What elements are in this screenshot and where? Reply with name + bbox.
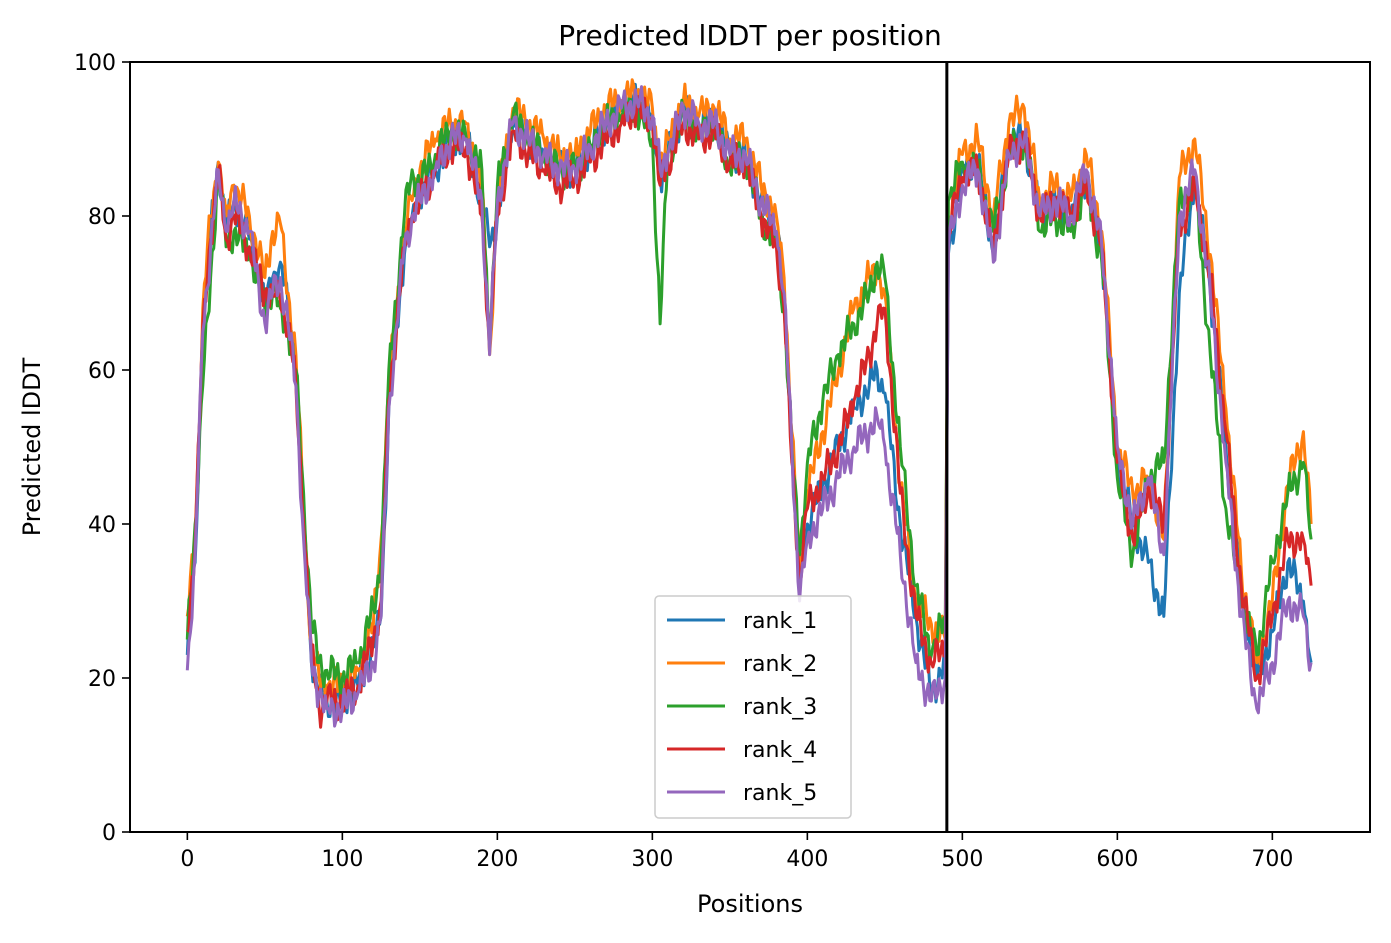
y-tick-label: 60 bbox=[88, 359, 116, 384]
y-tick-label: 0 bbox=[102, 821, 116, 846]
y-tick-label: 100 bbox=[74, 51, 116, 76]
y-axis-label: Predicted lDDT bbox=[18, 357, 46, 536]
y-tick-label: 20 bbox=[88, 667, 116, 692]
x-tick-label: 700 bbox=[1251, 847, 1293, 872]
x-axis-label: Positions bbox=[697, 890, 803, 918]
legend-label: rank_2 bbox=[743, 652, 817, 677]
x-tick-label: 600 bbox=[1096, 847, 1138, 872]
x-tick-label: 200 bbox=[476, 847, 518, 872]
x-tick-label: 100 bbox=[321, 847, 363, 872]
x-tick-label: 0 bbox=[180, 847, 194, 872]
plot-frame bbox=[129, 61, 1371, 833]
legend-label: rank_3 bbox=[743, 695, 817, 720]
y-tick-label: 80 bbox=[88, 205, 116, 230]
legend-box bbox=[654, 595, 852, 819]
y-tick-label: 40 bbox=[88, 513, 116, 538]
x-tick-label: 500 bbox=[941, 847, 983, 872]
legend-label: rank_4 bbox=[743, 738, 817, 763]
legend: rank_1 rank_2 rank_3 rank_4 rank_5 bbox=[654, 595, 852, 819]
legend-label: rank_5 bbox=[743, 781, 817, 806]
legend-label: rank_1 bbox=[743, 609, 817, 634]
series-line-rank-5 bbox=[185, 85, 1313, 728]
x-tick-label: 300 bbox=[631, 847, 673, 872]
x-tick-label: 400 bbox=[786, 847, 828, 872]
chart-title: Predicted lDDT per position bbox=[558, 19, 942, 52]
